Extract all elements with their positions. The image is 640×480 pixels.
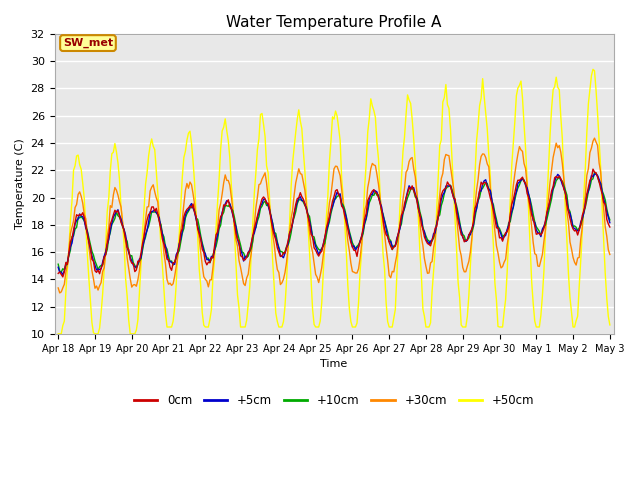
- Text: SW_met: SW_met: [63, 38, 113, 48]
- Y-axis label: Temperature (C): Temperature (C): [15, 139, 25, 229]
- Legend: 0cm, +5cm, +10cm, +30cm, +50cm: 0cm, +5cm, +10cm, +30cm, +50cm: [129, 389, 539, 412]
- Title: Water Temperature Profile A: Water Temperature Profile A: [227, 15, 442, 30]
- X-axis label: Time: Time: [321, 359, 348, 369]
